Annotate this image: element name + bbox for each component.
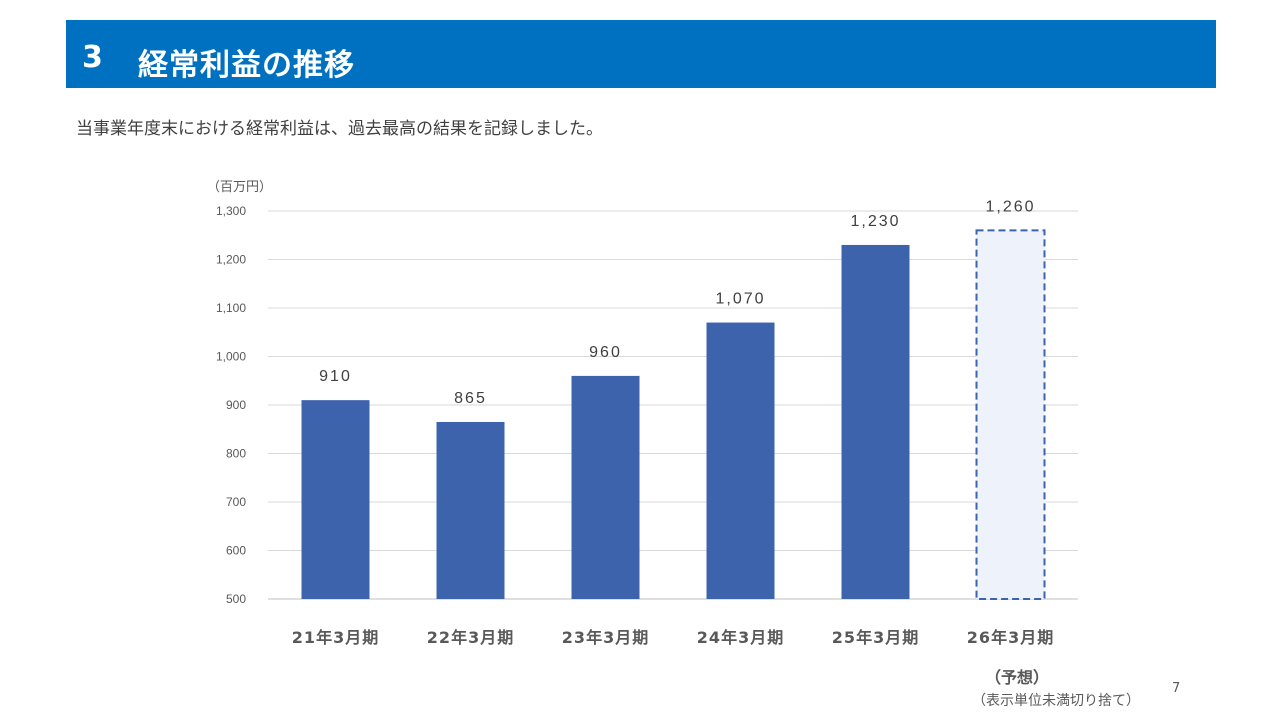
y-tick-label: 600 xyxy=(226,544,246,558)
y-tick-label: 900 xyxy=(226,398,246,412)
x-tick-label: 25年3月期 xyxy=(832,628,919,647)
data-label: 1,260 xyxy=(985,198,1035,215)
y-tick-label: 1,100 xyxy=(216,301,246,315)
x-tick-label: 26年3月期 xyxy=(967,628,1054,647)
y-tick-label: 1,300 xyxy=(216,204,246,218)
subtitle: 当事業年度末における経常利益は、過去最高の結果を記録しました。 xyxy=(76,119,603,139)
forecast-label: （予想） xyxy=(985,668,1050,687)
y-tick-label: 1,200 xyxy=(216,253,246,267)
bar xyxy=(571,375,640,599)
data-label: 865 xyxy=(454,390,487,407)
header-bar xyxy=(66,20,1216,88)
section-number: 3 xyxy=(82,40,103,75)
bar xyxy=(841,244,910,599)
bar xyxy=(436,421,505,599)
forecast-bar xyxy=(975,229,1046,600)
page-number: 7 xyxy=(1172,681,1181,696)
y-tick-label: 700 xyxy=(226,495,246,509)
x-tick-label: 24年3月期 xyxy=(697,628,784,647)
y-tick-label: 800 xyxy=(226,447,246,461)
footnote: （表示単位未満切り捨て） xyxy=(972,693,1140,709)
y-axis-unit-label: （百万円） xyxy=(207,180,273,195)
y-tick-label: 1,000 xyxy=(216,350,246,364)
y-tick-label: 500 xyxy=(226,592,246,606)
data-label: 1,230 xyxy=(850,213,900,230)
x-tick-label: 22年3月期 xyxy=(427,628,514,647)
x-tick-label: 23年3月期 xyxy=(562,628,649,647)
x-tick-label: 21年3月期 xyxy=(292,628,379,647)
data-label: 1,070 xyxy=(715,291,765,308)
page-title: 経常利益の推移 xyxy=(138,48,355,83)
bar xyxy=(706,322,775,599)
bar xyxy=(301,400,370,599)
data-label: 910 xyxy=(319,368,352,385)
data-label: 960 xyxy=(589,344,622,361)
